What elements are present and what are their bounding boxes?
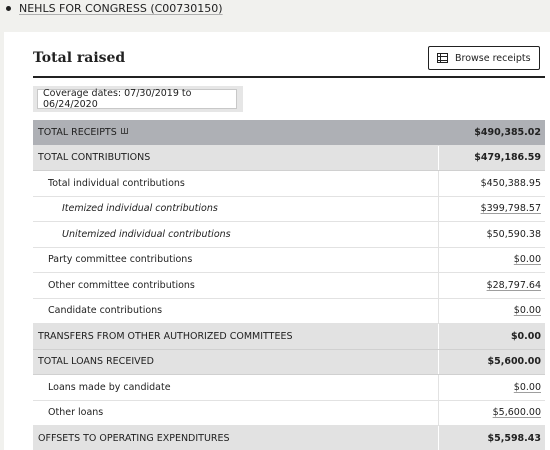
table-row-other-loans: Other loans $5,600.00 bbox=[33, 400, 545, 426]
row-label: Unitemized individual contributions bbox=[62, 228, 231, 240]
row-label: Party committee contributions bbox=[48, 254, 193, 266]
table-row-candidate-contributions: Candidate contributions $0.00 bbox=[33, 298, 545, 324]
row-label: Loans made by candidate bbox=[48, 381, 171, 393]
row-value-link[interactable]: $0.00 bbox=[513, 305, 541, 317]
row-value: $450,388.95 bbox=[480, 177, 541, 189]
row-value: $490,385.02 bbox=[474, 126, 541, 138]
row-value-link[interactable]: $0.00 bbox=[513, 381, 541, 393]
row-label: OFFSETS TO OPERATING EXPENDITURES bbox=[38, 432, 230, 444]
row-label: Total individual contributions bbox=[48, 177, 185, 189]
table-row-individual-contributions: Total individual contributions $450,388.… bbox=[33, 171, 545, 197]
table-row-party-committee: Party committee contributions $0.00 bbox=[33, 247, 545, 273]
title-rule bbox=[33, 76, 545, 78]
coverage-wrapper: Coverage dates: 07/30/2019 to 06/24/2020 bbox=[33, 86, 243, 112]
table-row-other-committee: Other committee contributions $28,797.64 bbox=[33, 273, 545, 299]
row-label: Itemized individual contributions bbox=[62, 203, 218, 215]
bullet-icon bbox=[6, 5, 11, 11]
committee-link[interactable]: NEHLS FOR CONGRESS (C00730150) bbox=[19, 2, 223, 15]
row-label: Other committee contributions bbox=[48, 279, 195, 291]
row-value: $50,590.38 bbox=[486, 228, 541, 240]
committee-breadcrumb: NEHLS FOR CONGRESS (C00730150) bbox=[6, 2, 223, 15]
row-label: TRANSFERS FROM OTHER AUTHORIZED COMMITTE… bbox=[38, 330, 293, 342]
row-value: $479,186.59 bbox=[474, 152, 541, 164]
table-row-itemized-individual: Itemized individual contributions $399,7… bbox=[33, 196, 545, 222]
section-title: Total raised bbox=[33, 50, 126, 66]
table-row-total-loans: TOTAL LOANS RECEIVED $5,600.00 bbox=[33, 349, 545, 375]
total-raised-card: Total raised Browse receipts Coverage da… bbox=[4, 32, 550, 450]
table-row-total-receipts: TOTAL RECEIPTS $490,385.02 bbox=[33, 120, 545, 146]
row-label: TOTAL CONTRIBUTIONS bbox=[38, 152, 151, 164]
row-value: $5,600.00 bbox=[487, 356, 542, 368]
table-row-loans-by-candidate: Loans made by candidate $0.00 bbox=[33, 375, 545, 401]
receipts-table: TOTAL RECEIPTS $490,385.02 TOTAL CONTRIB… bbox=[33, 120, 545, 450]
row-label: TOTAL RECEIPTS bbox=[38, 126, 117, 138]
table-row-offsets: OFFSETS TO OPERATING EXPENDITURES $5,598… bbox=[33, 426, 545, 450]
row-value-link[interactable]: $399,798.57 bbox=[480, 203, 541, 215]
table-row-unitemized-individual: Unitemized individual contributions $50,… bbox=[33, 222, 545, 248]
browse-receipts-button[interactable]: Browse receipts bbox=[428, 46, 540, 70]
table-icon bbox=[437, 53, 448, 63]
book-icon[interactable] bbox=[120, 128, 128, 135]
coverage-dates: Coverage dates: 07/30/2019 to 06/24/2020 bbox=[37, 88, 237, 110]
row-value-link[interactable]: $5,600.00 bbox=[492, 407, 541, 419]
table-row-total-contributions: TOTAL CONTRIBUTIONS $479,186.59 bbox=[33, 145, 545, 171]
row-label: Other loans bbox=[48, 407, 104, 419]
row-label: TOTAL LOANS RECEIVED bbox=[38, 356, 154, 368]
row-value-link[interactable]: $0.00 bbox=[513, 254, 541, 266]
row-value-link[interactable]: $28,797.64 bbox=[486, 279, 541, 291]
row-label: Candidate contributions bbox=[48, 305, 163, 317]
browse-receipts-label: Browse receipts bbox=[455, 52, 531, 64]
table-row-transfers: TRANSFERS FROM OTHER AUTHORIZED COMMITTE… bbox=[33, 324, 545, 350]
row-value: $5,598.43 bbox=[487, 432, 542, 444]
row-value: $0.00 bbox=[510, 330, 541, 342]
